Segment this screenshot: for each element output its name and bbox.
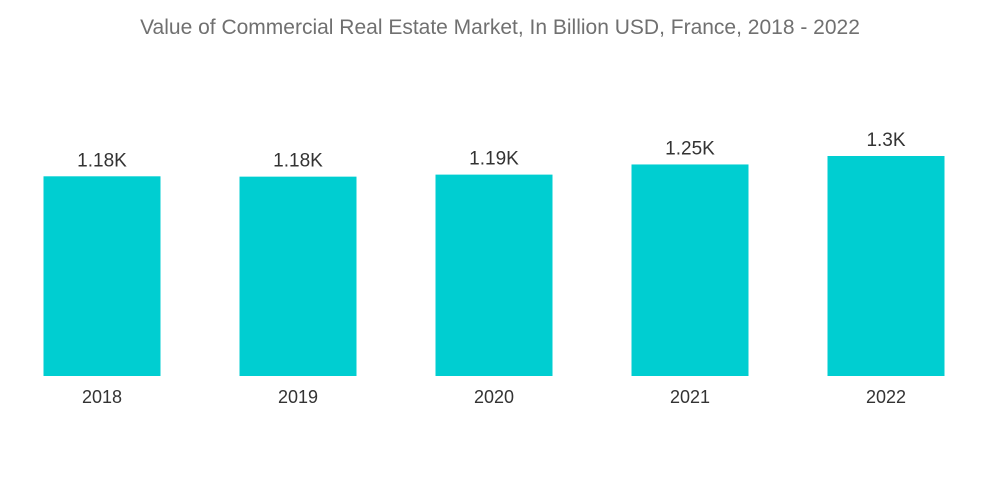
data-label-2020: 1.19K bbox=[469, 149, 519, 170]
data-label-2019: 1.18K bbox=[273, 151, 323, 172]
chart-title: Value of Commercial Real Estate Market, … bbox=[140, 16, 860, 39]
data-label-2022: 1.3K bbox=[866, 130, 905, 151]
x-tick-label-2018: 2018 bbox=[82, 387, 122, 407]
bar-2018 bbox=[43, 176, 161, 376]
bar-2022 bbox=[827, 156, 945, 376]
bar-2019 bbox=[239, 176, 357, 376]
x-tick-label-2020: 2020 bbox=[474, 387, 514, 407]
data-label-2021: 1.25K bbox=[665, 138, 715, 159]
x-tick-label-2021: 2021 bbox=[670, 387, 710, 407]
bar-2021 bbox=[631, 164, 749, 376]
data-label-2018: 1.18K bbox=[77, 150, 127, 171]
bar-2020 bbox=[435, 174, 553, 376]
x-tick-label-2022: 2022 bbox=[866, 387, 906, 407]
x-tick-label-2019: 2019 bbox=[278, 387, 318, 407]
